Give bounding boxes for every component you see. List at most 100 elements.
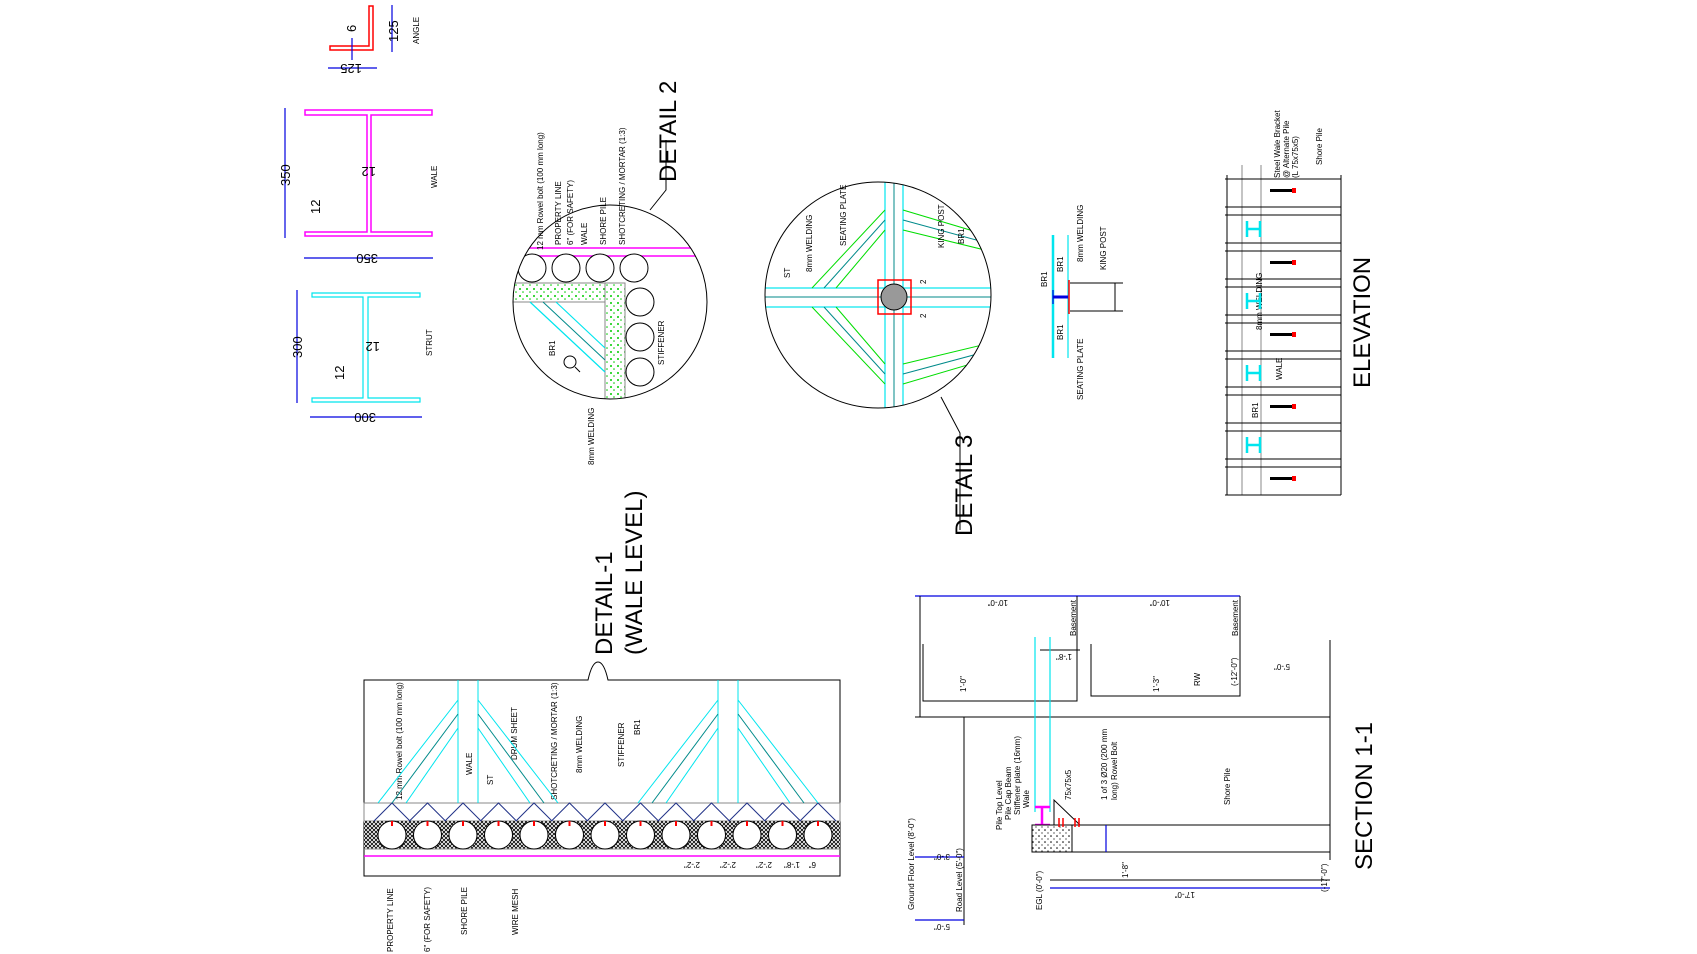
seating-plate bbox=[877, 279, 912, 315]
section-title: SECTION 1-1 bbox=[1351, 722, 1378, 870]
bracket-label-seating-plate: SEATING PLATE bbox=[1076, 339, 1085, 401]
wale-section: 350 12 12 350 WALE bbox=[278, 108, 439, 266]
section-label-ground-floor: Ground Floor Level (8'-0") bbox=[907, 818, 916, 910]
section-label-egl: EGL (0'-0") bbox=[1035, 870, 1044, 910]
pile-cap-beam bbox=[1031, 824, 1073, 853]
detail2-label-stiffener: STIFFENER bbox=[657, 320, 666, 365]
stiffener bbox=[551, 802, 588, 822]
strut-height-dim: 300 bbox=[290, 336, 305, 358]
strut-i-beam bbox=[311, 292, 421, 403]
stiffener bbox=[622, 802, 659, 822]
section-1-1: 10'-0" 10'-0" 1'-8" 1'-0" 1'-3" (-12'-0"… bbox=[907, 595, 1378, 931]
br1-brace bbox=[902, 306, 991, 375]
br1-brace bbox=[835, 229, 886, 289]
detail1-dim: 6" bbox=[809, 860, 816, 869]
detail1-label-safety: 6" (FOR SAFETY) bbox=[423, 887, 432, 952]
callout-leader bbox=[940, 396, 961, 530]
br1-brace bbox=[902, 209, 991, 289]
br1-brace bbox=[823, 219, 886, 289]
section-label-pile-cap-beam: Pile Cap Beam bbox=[1004, 766, 1013, 820]
detail1-dim: 2'-2" bbox=[720, 860, 736, 869]
section-dim-wale-gap: 1'-8" bbox=[1056, 652, 1072, 661]
elevation-label-bracket: Steel Wale Bracket bbox=[1273, 109, 1282, 178]
detail3-label-seating-plate: SEATING PLATE bbox=[839, 185, 848, 247]
strut-title: STRUT bbox=[425, 329, 434, 356]
wale-height-dim: 350 bbox=[278, 164, 293, 186]
strut-band bbox=[765, 287, 991, 308]
br1-brace bbox=[377, 699, 459, 804]
detail3-label-br1: BR1 bbox=[957, 228, 966, 244]
br1-brace bbox=[811, 306, 886, 385]
br1-brace bbox=[737, 727, 791, 804]
detail1-label-rowel-bolt: 12 mm Rowel bolt (100 mm long) bbox=[395, 682, 404, 800]
wale-bracket bbox=[1270, 477, 1292, 480]
shore-pile bbox=[625, 287, 655, 317]
magnifier-icon[interactable] bbox=[563, 355, 581, 373]
br1-brace bbox=[477, 727, 531, 804]
section-label-pile-top: Pile Top Level bbox=[995, 780, 1004, 830]
shore-pile bbox=[619, 253, 649, 283]
detail-1-subtitle: (WALE LEVEL) bbox=[621, 491, 648, 656]
section-dim-road: 3'-0" bbox=[934, 852, 950, 861]
br1-brace bbox=[637, 699, 719, 804]
section-dim-top-left: 10'-0" bbox=[987, 598, 1008, 607]
detail2-label-shotcrete: SHOTCRETING / MORTAR (1:3) bbox=[618, 127, 627, 245]
br1-brace bbox=[823, 306, 886, 375]
br1-brace bbox=[835, 306, 886, 365]
br1-brace bbox=[477, 713, 545, 804]
shotcrete-band bbox=[604, 282, 626, 399]
detail2-label-property-line: PROPERTY LINE bbox=[554, 181, 563, 245]
br1-brace bbox=[737, 699, 819, 804]
bracket-label-br1: BR1 bbox=[1056, 256, 1065, 272]
wale-bracket bbox=[1270, 333, 1292, 336]
detail1-label-welding: 8mm WELDING bbox=[575, 716, 584, 773]
bolt bbox=[1292, 404, 1296, 409]
stiffener bbox=[586, 802, 624, 822]
detail1-label-stiffener: STIFFENER bbox=[617, 722, 626, 767]
detail-3: DETAIL 3 ST 8mm WELDING SEATING PLATE KI… bbox=[764, 181, 992, 536]
strut-width-dim: 300 bbox=[354, 410, 376, 425]
section-label-road-level: Road Level (5'-0") bbox=[955, 848, 964, 912]
wale-web-dim: 12 bbox=[362, 164, 376, 179]
br1-brace bbox=[902, 306, 991, 365]
wale-bracket bbox=[1270, 189, 1292, 192]
br1-brace bbox=[902, 229, 991, 289]
detail1-dim: 2'-2" bbox=[684, 860, 700, 869]
detail1-dim: 1'-8" bbox=[784, 860, 800, 869]
elevation-title: ELEVATION bbox=[1349, 257, 1376, 388]
stiffener bbox=[799, 802, 837, 822]
detail-1-title: DETAIL-1 bbox=[591, 551, 618, 655]
bracket-label-br1: BR1 bbox=[1040, 271, 1049, 287]
section-label-wale: Wale bbox=[1022, 790, 1031, 808]
bracket-label-welding: 8mm WELDING bbox=[1076, 205, 1085, 262]
detail-1: DETAIL-1 (WALE LEVEL) 12 mm Rowel bolt (… bbox=[363, 491, 841, 952]
stiffener bbox=[693, 802, 730, 822]
elevation-label-shore-pile: Shore Pile bbox=[1315, 128, 1324, 165]
shore-pile bbox=[625, 357, 655, 387]
wale-flange-dim: 12 bbox=[308, 200, 323, 214]
angle-height-dim: 125 bbox=[386, 20, 401, 42]
king-post bbox=[880, 283, 908, 311]
elevation-label-br1: BR1 bbox=[1251, 402, 1260, 418]
section-label-rw: RW bbox=[1193, 672, 1202, 686]
bolt bbox=[1292, 188, 1296, 193]
br1-brace bbox=[391, 713, 459, 804]
angle-bracket bbox=[1053, 798, 1082, 826]
detail3-label-st: ST bbox=[783, 268, 792, 278]
bracket-detail: BR1 BR1 BR1 8mm WELDING KING POST SEATIN… bbox=[1040, 205, 1123, 400]
wale-title: WALE bbox=[430, 166, 439, 188]
angle-width-dim: 125 bbox=[340, 61, 362, 76]
detail-3-title: DETAIL 3 bbox=[951, 435, 978, 536]
wale-bracket bbox=[1270, 405, 1292, 408]
br1-brace bbox=[737, 713, 805, 804]
section-pile-tip: (-17'-0") bbox=[1320, 863, 1329, 892]
br1-brace bbox=[405, 727, 459, 804]
wale-i-beam bbox=[1245, 293, 1262, 309]
detail1-label-shotcrete: SHOTCRETING / MORTAR (1:3) bbox=[550, 682, 559, 800]
wale-i-beam bbox=[1245, 365, 1262, 381]
detail2-label-rowel-bolt: 12 mm Rowel bolt (100 mm long) bbox=[536, 132, 545, 250]
detail2-label-safety: 6" (FOR SAFETY) bbox=[566, 180, 575, 245]
wale-i-beam bbox=[1245, 221, 1262, 237]
detail1-label-shore-pile: SHORE PILE bbox=[460, 887, 469, 935]
